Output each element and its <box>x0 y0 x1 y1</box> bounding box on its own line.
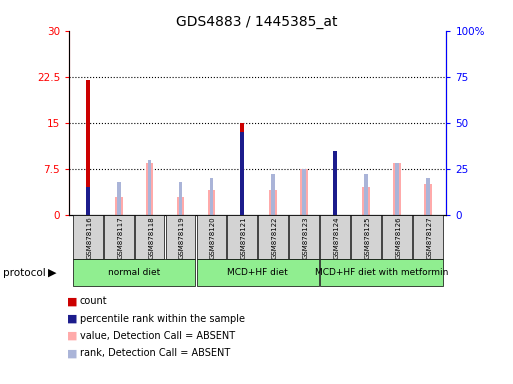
Bar <box>395 164 399 215</box>
Text: GSM878124: GSM878124 <box>333 216 340 259</box>
Text: GSM878120: GSM878120 <box>210 216 216 259</box>
Text: ■: ■ <box>67 296 77 306</box>
Bar <box>117 182 121 215</box>
Text: MCD+HF diet: MCD+HF diet <box>227 268 288 277</box>
Text: value, Detection Call = ABSENT: value, Detection Call = ABSENT <box>80 331 234 341</box>
Text: GSM878122: GSM878122 <box>272 216 278 259</box>
Bar <box>259 215 288 259</box>
Text: normal diet: normal diet <box>108 268 160 277</box>
Text: GSM878126: GSM878126 <box>396 216 401 259</box>
Text: ▶: ▶ <box>48 268 56 278</box>
Bar <box>104 215 133 259</box>
Bar <box>300 169 308 215</box>
Bar <box>176 197 184 215</box>
Text: GSM878123: GSM878123 <box>303 216 309 259</box>
Text: GSM878116: GSM878116 <box>86 216 92 259</box>
Bar <box>289 215 319 259</box>
Text: rank, Detection Call = ABSENT: rank, Detection Call = ABSENT <box>80 348 230 358</box>
Bar <box>269 190 277 215</box>
Bar <box>351 215 381 259</box>
Text: ■: ■ <box>67 314 77 324</box>
Text: GSM878119: GSM878119 <box>179 216 185 259</box>
Bar <box>424 184 431 215</box>
Bar <box>146 163 153 215</box>
Bar <box>148 160 151 215</box>
Text: protocol: protocol <box>3 268 45 278</box>
Bar <box>73 259 195 286</box>
Text: GSM878125: GSM878125 <box>365 216 370 259</box>
Text: ■: ■ <box>67 348 77 358</box>
Bar <box>196 259 319 286</box>
Bar <box>364 174 368 215</box>
Text: GSM878117: GSM878117 <box>117 216 123 259</box>
Bar <box>320 259 443 286</box>
Bar <box>320 215 350 259</box>
Bar <box>166 215 195 259</box>
Bar <box>333 151 337 215</box>
Bar <box>393 163 401 215</box>
Text: MCD+HF diet with metformin: MCD+HF diet with metformin <box>314 268 448 277</box>
Bar <box>362 187 370 215</box>
Text: GSM878127: GSM878127 <box>426 216 432 259</box>
Bar <box>115 197 123 215</box>
Bar <box>241 132 244 215</box>
Text: ■: ■ <box>67 331 77 341</box>
Text: GDS4883 / 1445385_at: GDS4883 / 1445385_at <box>176 15 337 29</box>
Bar <box>208 190 215 215</box>
Bar <box>302 169 306 215</box>
Bar <box>135 215 165 259</box>
Bar <box>86 187 90 215</box>
Text: GSM878118: GSM878118 <box>148 216 154 259</box>
Bar <box>271 174 275 215</box>
Text: GSM878121: GSM878121 <box>241 216 247 259</box>
Bar <box>241 123 244 215</box>
Bar <box>426 178 429 215</box>
Bar <box>73 215 103 259</box>
Bar <box>382 215 412 259</box>
Text: percentile rank within the sample: percentile rank within the sample <box>80 314 245 324</box>
Bar <box>86 80 90 215</box>
Text: count: count <box>80 296 107 306</box>
Bar <box>210 178 213 215</box>
Bar <box>413 215 443 259</box>
Bar <box>227 215 257 259</box>
Bar <box>333 160 337 215</box>
Bar <box>179 182 183 215</box>
Bar <box>196 215 226 259</box>
